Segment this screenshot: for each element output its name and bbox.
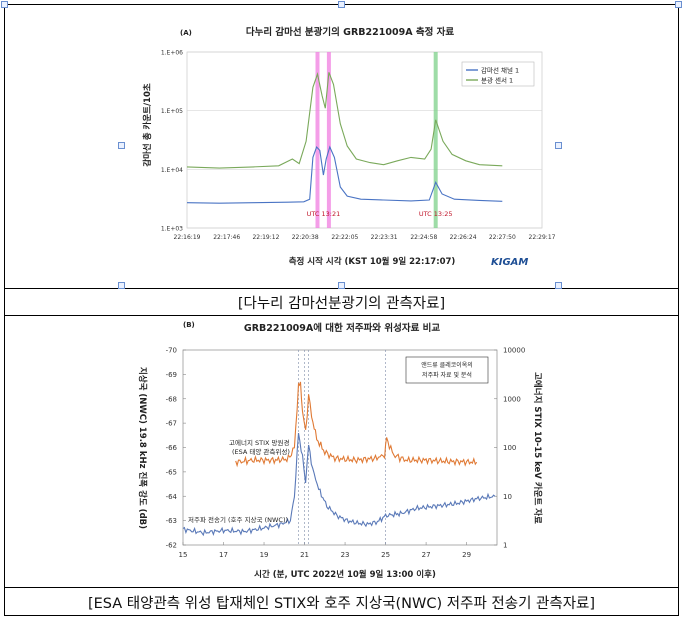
- caption-b: [ESA 태양관측 위성 탑재체인 STIX와 호주 지상국(NWC) 저주파 …: [87, 596, 596, 612]
- b-left-tick-label: -63: [166, 517, 177, 525]
- chart-a-xlabel: 측정 시작 시각 (KST 10월 9일 22:17:07): [289, 256, 456, 267]
- b-left-tick-label: -68: [166, 395, 177, 403]
- a-annotation: UTC 13:21: [307, 210, 341, 218]
- a-y-tick-label: 1.E+03: [161, 226, 183, 233]
- a-x-tick-label: 22:27:50: [489, 234, 516, 241]
- a-annotation: UTC 13:25: [419, 210, 453, 218]
- b-x-tick-label: 15: [179, 551, 188, 559]
- a-x-tick-label: 22:17:46: [213, 234, 240, 241]
- resize-handle-bottom-left[interactable]: [118, 282, 125, 289]
- b-x-tick-label: 25: [381, 551, 390, 559]
- chart-a: (A) 다누리 감마선 분광기의 GRB221009A 측정 자료 감마선 총 …: [142, 26, 556, 268]
- b-x-tick-label: 21: [300, 551, 309, 559]
- b-series-label-nwc: 저주파 전송기 (호주 지상국 (NWC)): [188, 515, 288, 524]
- chart-b-ylabel-right: 고에너지 STIX 10-15 keV 카운트 자료: [532, 372, 543, 524]
- caption-b-frame: [4, 587, 679, 616]
- a-y-tick-label: 1.E+05: [161, 108, 183, 115]
- a-x-tick-label: 22:29:17: [529, 234, 556, 241]
- b-series-label-stix-sub: (ESA 태양 관측위성): [232, 447, 290, 456]
- panel-label-a: (A): [180, 29, 192, 37]
- a-legend-box: [461, 61, 535, 87]
- chart-a-ylabel: 감마선 총 카운트/10초: [142, 83, 153, 167]
- b-right-tick-label: 100: [503, 444, 516, 452]
- b-series-label-stix: 고에너지 STIX 망원경: [229, 438, 289, 447]
- b-right-tick-label: 10: [503, 493, 512, 501]
- a-series-line: [186, 145, 503, 204]
- b-x-tick-label: 19: [260, 551, 269, 559]
- b-right-tick-label: 10000: [503, 347, 525, 355]
- a-x-tick-label: 22:16:19: [174, 234, 201, 241]
- a-series-line: [186, 72, 503, 169]
- panel-label-b: (B): [183, 321, 195, 329]
- b-right-tick-label: 1000: [503, 395, 521, 403]
- a-x-tick-label: 22:19:12: [252, 234, 279, 241]
- resize-handle-bottom-center[interactable]: [338, 282, 345, 289]
- b-x-tick-label: 23: [341, 551, 350, 559]
- chart-b-xlabel: 시간 (분, UTC 2022년 10월 9일 13:00 이후): [254, 569, 436, 580]
- b-left-tick-label: -65: [166, 468, 177, 476]
- a-x-tick-label: 22:24:58: [410, 234, 437, 241]
- b-legend-line2: 저주파 자료 및 분석: [422, 371, 472, 379]
- b-series-line: [182, 433, 496, 537]
- b-left-tick-label: -67: [166, 420, 177, 428]
- b-series-line: [235, 381, 478, 468]
- a-legend-label: 감마선 채널 1: [481, 66, 519, 75]
- a-x-tick-label: 22:26:24: [450, 234, 477, 241]
- resize-handle-top-right[interactable]: [675, 1, 682, 8]
- b-left-tick-label: -62: [166, 542, 177, 550]
- a-y-tick-label: 1.E+06: [161, 50, 183, 57]
- b-left-tick-label: -69: [166, 371, 177, 379]
- b-x-tick-label: 29: [462, 551, 471, 559]
- resize-handle-middle-left[interactable]: [118, 142, 125, 149]
- b-left-tick-label: -70: [166, 347, 177, 355]
- kigam-logo: KIGAM: [491, 257, 528, 268]
- b-left-tick-label: -64: [166, 493, 178, 501]
- a-y-tick-label: 1.E+04: [161, 167, 183, 174]
- a-x-tick-label: 22:20:38: [292, 234, 319, 241]
- chart-b-ylabel-left: 지상국 (NWC) 19.8 kHz 진폭 강도 (dB): [137, 367, 148, 529]
- b-legend-line1: 앤드류 클레코이옥의: [421, 361, 473, 369]
- chart-b: (B) GRB221009A에 대한 저주파와 위성자료 비교 지상국 (NWC…: [137, 321, 543, 580]
- b-right-tick-label: 1: [503, 542, 507, 550]
- a-legend-label: 분광 센서 1: [481, 76, 513, 85]
- chart-a-title: 다누리 감마선 분광기의 GRB221009A 측정 자료: [246, 26, 455, 38]
- resize-handle-bottom-right[interactable]: [555, 282, 562, 289]
- resize-handle-top-center[interactable]: [338, 1, 345, 8]
- a-x-tick-label: 22:22:05: [331, 234, 358, 241]
- resize-handle-top-left[interactable]: [1, 1, 8, 8]
- b-left-tick-label: -66: [166, 444, 178, 452]
- chart-b-title: GRB221009A에 대한 저주파와 위성자료 비교: [244, 322, 440, 334]
- a-highlight-band: [315, 52, 320, 228]
- a-x-tick-label: 22:23:31: [371, 234, 398, 241]
- a-highlight-band: [326, 52, 331, 228]
- b-x-tick-label: 27: [422, 551, 431, 559]
- caption-a: [다누리 감마선분광기의 관측자료]: [237, 296, 446, 312]
- b-x-tick-label: 17: [219, 551, 228, 559]
- a-highlight-band: [433, 52, 438, 228]
- resize-handle-middle-right[interactable]: [555, 142, 562, 149]
- b-legend-box: [405, 356, 489, 384]
